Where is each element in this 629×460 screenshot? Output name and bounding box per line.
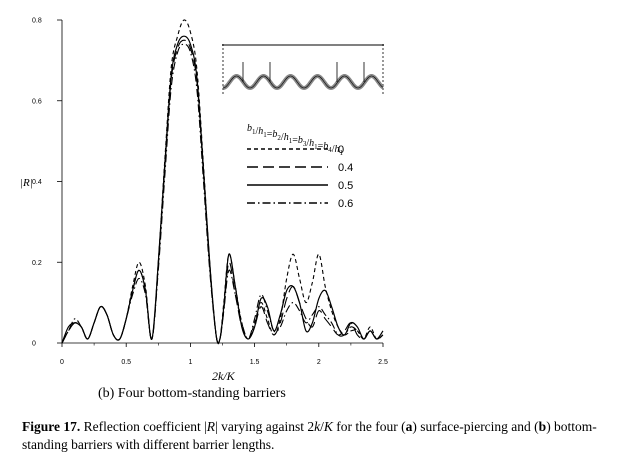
- y-axis-label: |R|: [20, 177, 33, 189]
- legend-title-sub: 2: [277, 134, 281, 142]
- legend-title-sep: /: [306, 138, 309, 149]
- y-ticks: 0 0.2 0.4 0.6 0.8: [32, 18, 62, 348]
- y-tick-label: 0.2: [32, 260, 42, 267]
- legend-title-var: b: [247, 123, 252, 134]
- legend-title-sub: 1: [314, 143, 318, 151]
- caption-slash: /: [320, 419, 324, 434]
- chart-axes: [61, 20, 383, 344]
- legend-title-var: h: [335, 144, 340, 155]
- legend-title-sub: 1: [263, 131, 267, 139]
- caption-var-r: R: [206, 419, 216, 434]
- caption-label-a: a: [405, 419, 413, 434]
- figure-label: Figure 17.: [22, 419, 81, 434]
- legend-title-sub: 3: [303, 140, 307, 148]
- y-tick-label: 0: [32, 341, 36, 348]
- series-layer: [61, 19, 384, 345]
- legend-title-sep: /: [256, 126, 259, 137]
- x-tick-label: 2: [317, 359, 321, 366]
- inset-barriers: [242, 62, 365, 82]
- x-tick-label: 1.5: [250, 359, 260, 366]
- series-line-0: [61, 19, 384, 345]
- legend-items: 0 0.4 0.5 0.6: [247, 144, 353, 210]
- legend-title-sep: =: [292, 135, 298, 146]
- x-ticks: 0 0.5 1 1.5 2 2.5: [60, 343, 388, 366]
- caption-var-k: k: [314, 419, 321, 434]
- x-tick-label: 1: [188, 359, 192, 366]
- x-tick-label: 0.5: [121, 359, 131, 366]
- legend-title-sep: /: [332, 144, 335, 155]
- y-tick-label: 0.8: [32, 18, 42, 25]
- caption-text-4: ) surface-piercing and (: [412, 419, 539, 434]
- y-tick-label: 0.4: [32, 179, 42, 186]
- legend-title-sep: =: [267, 129, 273, 140]
- caption-text-3: for the four (: [332, 419, 406, 434]
- x-tick-label: 0: [60, 359, 64, 366]
- reflection-coefficient-chart: 00.20.40.60.8 0 0.5 1 1.5 2 2.5 |R| 2k/K b1/h…: [20, 18, 388, 384]
- inset-wavy-bed-edge: [222, 75, 384, 89]
- figure-caption: Figure 17. Reflection coefficient |R| va…: [22, 418, 622, 454]
- legend-title-sep: =: [318, 141, 324, 152]
- legend-title-var: b: [323, 141, 328, 152]
- figure-subcaption: (b) Four bottom-standing barriers: [98, 386, 286, 401]
- legend-label-0-6: 0.6: [338, 198, 353, 210]
- series-line-0-6: [61, 43, 384, 344]
- legend-title-sub: 1: [340, 149, 344, 157]
- x-axis-label: 2k/K: [212, 369, 236, 383]
- caption-var-bigk: K: [323, 419, 333, 434]
- chart-legend: b1/h1=b2/h1=b3/h1=b4/h1 00.40.50.6: [247, 123, 353, 210]
- legend-title-sub: 4: [328, 146, 332, 154]
- x-tick-label: 2.5: [378, 359, 388, 366]
- legend-title: b1/h1=b2/h1=b3/h1=b4/h1: [247, 123, 344, 157]
- caption-text-1: Reflection coefficient |: [80, 419, 207, 434]
- legend-title-sep: /: [281, 132, 284, 143]
- legend-title-var: h: [258, 126, 263, 137]
- series-line-0-5: [61, 35, 384, 345]
- legend-label-0: 0: [338, 144, 344, 156]
- legend-title-sub: 1: [289, 137, 293, 145]
- legend-title-var: b: [272, 129, 277, 140]
- legend-title-sub: 1: [252, 128, 256, 136]
- legend-label-0-4: 0.4: [338, 162, 353, 174]
- legend-title-var: h: [309, 138, 314, 149]
- legend-title-var: h: [284, 132, 289, 143]
- caption-text-5: ) bottom-standing barriers with differen…: [22, 419, 597, 452]
- barrier-schematic-inset: [222, 44, 385, 96]
- caption-label-b: b: [538, 419, 547, 434]
- legend-label-0-5: 0.5: [338, 180, 353, 192]
- legend-title-var: b: [298, 135, 303, 146]
- y-tick-label: 0.6: [32, 98, 42, 105]
- caption-text-2: | varying against 2: [215, 419, 315, 434]
